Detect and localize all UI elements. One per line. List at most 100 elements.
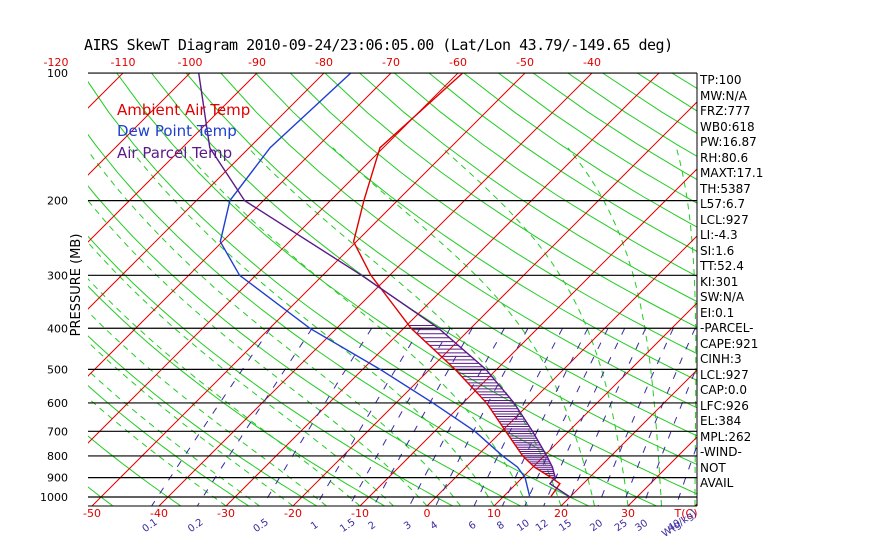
isotherm bbox=[158, 73, 593, 506]
index-line: SW:N/A bbox=[700, 290, 745, 304]
isotherm bbox=[0, 73, 56, 506]
isotherm bbox=[88, 73, 124, 109]
index-line: RH:80.6 bbox=[700, 150, 749, 165]
mixing-ratio-line bbox=[151, 328, 271, 506]
mixing-ratio-tick-label: 10 bbox=[515, 518, 532, 534]
index-line: NOT bbox=[700, 460, 726, 475]
mixing-ratio-line bbox=[373, 328, 473, 506]
dry-adiabat bbox=[88, 80, 657, 506]
dry-adiabat bbox=[185, 73, 697, 437]
legend-air-parcel-temp: Air Parcel Temp bbox=[117, 144, 233, 162]
dry-adiabat bbox=[88, 385, 250, 506]
top-temp-tick-label: -100 bbox=[178, 56, 203, 69]
dry-adiabat bbox=[88, 185, 521, 506]
mixing-ratio-line bbox=[315, 328, 421, 506]
index-line: CAPE:921 bbox=[700, 336, 759, 351]
mixing-ratio-line bbox=[501, 328, 589, 506]
bottom-temp-tick-label: -10 bbox=[351, 507, 369, 520]
index-line: LCL:927 bbox=[700, 212, 749, 227]
bottom-temp-tick-label: -50 bbox=[83, 507, 101, 520]
moist-adiabat bbox=[88, 397, 227, 506]
index-line: TP:100 bbox=[700, 73, 742, 87]
legend-dew-point-temp: Dew Point Temp bbox=[117, 122, 237, 140]
mixing-ratio-tick-label: 6 bbox=[467, 520, 479, 533]
sounding-indices-panel: TP:100 MW:N/A FRZ:777 WB0:618 PW:16.87 RH:80.… bbox=[700, 73, 763, 492]
chart-title: AIRS SkewT Diagram 2010-09-24/23:06:05.0… bbox=[84, 36, 673, 54]
isotherm bbox=[359, 168, 697, 506]
pressure-tick-label: 900 bbox=[47, 472, 68, 485]
pressure-tick-label: 600 bbox=[47, 397, 68, 410]
index-line: PW:16.87 bbox=[700, 135, 757, 149]
air-parcel-temp-line bbox=[198, 73, 571, 498]
pressure-tick-label: 100 bbox=[47, 67, 68, 80]
mixing-ratio-line bbox=[196, 328, 313, 506]
moist-adiabat bbox=[441, 147, 629, 506]
index-line: CAP:0.0 bbox=[700, 383, 747, 397]
isotherm bbox=[493, 302, 697, 506]
isotherm bbox=[91, 73, 526, 506]
pressure-tick-label: 800 bbox=[47, 450, 68, 463]
index-line: TT:52.4 bbox=[700, 259, 744, 273]
isotherm bbox=[88, 73, 392, 377]
isotherm bbox=[762, 73, 870, 506]
pressure-tick-label: 700 bbox=[47, 425, 68, 438]
top-temp-tick-label: -110 bbox=[111, 56, 136, 69]
mixing-ratio-tick-label: 20 bbox=[588, 518, 605, 534]
isotherm bbox=[225, 73, 660, 506]
index-line: -WIND- bbox=[700, 445, 742, 459]
index-line: EL:384 bbox=[700, 414, 742, 428]
mixing-ratio-tick-label: 8 bbox=[495, 520, 507, 533]
bottom-temp-tick-label: 20 bbox=[554, 507, 568, 520]
bottom-temp-tick-label: 0 bbox=[424, 507, 431, 520]
isotherm bbox=[426, 235, 697, 506]
dry-adiabat bbox=[289, 73, 697, 355]
index-line: LI:-4.3 bbox=[700, 228, 738, 242]
bottom-temp-tick-label: 30 bbox=[621, 507, 635, 520]
mixing-ratio-tick-label: 1 bbox=[309, 520, 321, 533]
index-line: EI:0.1 bbox=[700, 305, 735, 320]
mixing-ratio-line bbox=[262, 328, 373, 506]
isotherm bbox=[560, 369, 697, 506]
dry-adiabat bbox=[88, 486, 114, 506]
bottom-temp-tick-label: -30 bbox=[217, 507, 235, 520]
bottom-temp-tick-label: 10 bbox=[487, 507, 501, 520]
dry-adiabat bbox=[498, 73, 697, 204]
top-temp-tick-label: -90 bbox=[248, 56, 266, 69]
dry-adiabat bbox=[88, 133, 589, 506]
dry-adiabat bbox=[88, 335, 318, 506]
isotherm bbox=[88, 73, 459, 444]
index-line: MPL:262 bbox=[700, 429, 752, 444]
index-line: FRZ:777 bbox=[700, 104, 751, 118]
dry-adiabat bbox=[393, 73, 697, 277]
index-line: SI:1.6 bbox=[700, 243, 735, 258]
isotherm bbox=[88, 73, 191, 176]
isotherm bbox=[292, 101, 697, 506]
dry-adiabat bbox=[359, 73, 697, 303]
mixing-ratio-tick-label: 0.5 bbox=[251, 517, 270, 535]
index-line: L57:6.7 bbox=[700, 197, 746, 211]
pressure-tick-label: 500 bbox=[47, 363, 68, 376]
top-temp-tick-label: -50 bbox=[516, 56, 534, 69]
mixing-ratio-tick-label: 4 bbox=[429, 520, 441, 533]
mixing-ratio-line bbox=[473, 328, 563, 506]
dry-adiabat bbox=[88, 435, 182, 506]
mixing-ratio-line bbox=[642, 365, 697, 506]
dry-adiabat bbox=[255, 73, 697, 381]
moist-adiabat bbox=[88, 199, 428, 506]
top-temp-tick-label: -60 bbox=[449, 56, 467, 69]
pressure-tick-label: 1000 bbox=[40, 491, 68, 504]
top-temp-tick-label: -80 bbox=[315, 56, 333, 69]
index-line: LFC:926 bbox=[700, 398, 749, 413]
temp-unit-label: T(C) bbox=[674, 507, 698, 520]
mixing-ratio-tick-label: 3 bbox=[402, 520, 414, 533]
mixing-ratio-line bbox=[435, 328, 529, 506]
moist-adiabat bbox=[88, 149, 461, 506]
pressure-tick-label: 300 bbox=[47, 269, 68, 282]
top-temp-tick-label: -120 bbox=[44, 56, 69, 69]
index-line: LCL:927 bbox=[700, 367, 749, 382]
dry-adiabat bbox=[324, 73, 697, 328]
index-line: CINH:3 bbox=[700, 352, 742, 366]
mixing-ratio-line bbox=[524, 328, 609, 506]
dry-adiabat bbox=[88, 285, 386, 506]
